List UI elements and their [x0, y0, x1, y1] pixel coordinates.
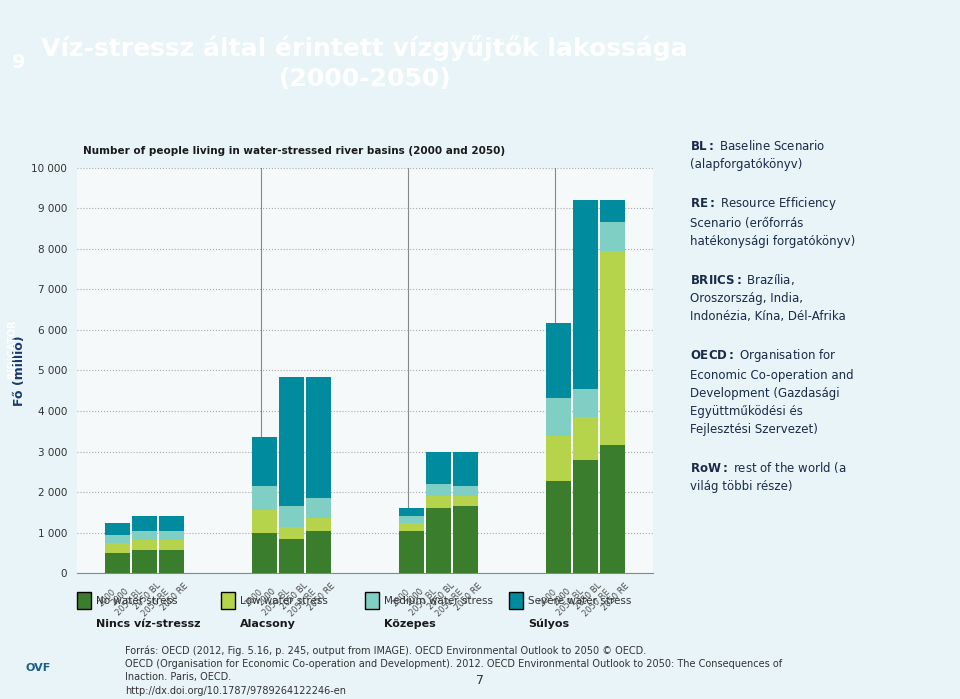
Text: 2000: 2000 — [96, 587, 117, 609]
Bar — [600, 445, 625, 573]
Bar — [426, 508, 451, 573]
Bar — [453, 496, 478, 506]
Bar — [132, 551, 156, 573]
Text: 7: 7 — [476, 674, 484, 686]
Text: 9: 9 — [12, 53, 26, 73]
Bar — [278, 377, 303, 506]
FancyBboxPatch shape — [221, 592, 235, 609]
Bar — [105, 542, 130, 553]
Text: 2000: 2000 — [390, 587, 412, 609]
Bar — [158, 540, 183, 551]
Text: 2050 RE: 2050 RE — [306, 581, 337, 612]
Bar — [546, 436, 571, 481]
Bar — [158, 517, 183, 531]
Text: 2050 BL: 2050 BL — [261, 587, 291, 618]
Y-axis label: Fő (millió): Fő (millió) — [12, 335, 26, 406]
Bar — [426, 484, 451, 496]
Bar — [399, 517, 423, 523]
Bar — [132, 540, 156, 551]
FancyBboxPatch shape — [509, 592, 523, 609]
Text: 2000: 2000 — [404, 586, 425, 607]
Bar — [546, 323, 571, 398]
Text: Nincs víz-stressz: Nincs víz-stressz — [96, 619, 201, 629]
Bar — [426, 452, 451, 484]
Bar — [306, 498, 330, 519]
Bar — [573, 460, 598, 573]
Bar — [278, 526, 303, 539]
Bar — [399, 531, 423, 573]
FancyBboxPatch shape — [365, 592, 379, 609]
Text: 2050 BL: 2050 BL — [132, 582, 162, 612]
Text: Súlyos: Súlyos — [528, 619, 569, 629]
Bar — [573, 200, 598, 389]
Bar — [546, 398, 571, 436]
Text: 2050 RE: 2050 RE — [287, 587, 318, 619]
Text: INDICATOR: INDICATOR — [7, 319, 17, 380]
Text: 2050 RE: 2050 RE — [140, 587, 171, 619]
Text: 2000: 2000 — [243, 587, 264, 609]
Bar — [600, 222, 625, 251]
Text: 2050 RE: 2050 RE — [434, 587, 466, 619]
Bar — [105, 523, 130, 535]
Bar — [105, 553, 130, 573]
Bar — [278, 539, 303, 573]
Bar — [453, 506, 478, 573]
Text: Severe water stress: Severe water stress — [528, 596, 631, 606]
Text: 2050 BL: 2050 BL — [408, 587, 439, 618]
Text: 2000: 2000 — [109, 586, 131, 607]
Text: 2050 BL: 2050 BL — [555, 587, 586, 618]
Text: Alacsony: Alacsony — [240, 619, 296, 629]
Text: $\bf{BL:}$ Baseline Scenario
(alapforgatókönyv)

$\bf{RE:}$ Resource Efficiency
: $\bf{BL:}$ Baseline Scenario (alapforgat… — [690, 139, 855, 493]
Bar — [546, 481, 571, 573]
Bar — [132, 531, 156, 540]
Bar — [158, 531, 183, 540]
Bar — [306, 519, 330, 531]
Text: 2050 RE: 2050 RE — [158, 581, 190, 612]
Text: Number of people living in water-stressed river basins (2000 and 2050): Number of people living in water-stresse… — [83, 145, 505, 156]
Bar — [600, 200, 625, 222]
Text: Medium water stress: Medium water stress — [384, 596, 492, 606]
Bar — [453, 452, 478, 486]
Text: 2000: 2000 — [551, 586, 572, 607]
Text: 2000: 2000 — [257, 586, 278, 607]
Text: No water stress: No water stress — [96, 596, 178, 606]
Text: 2000: 2000 — [538, 587, 559, 609]
Bar — [600, 251, 625, 445]
FancyBboxPatch shape — [77, 592, 91, 609]
Text: 2050 RE: 2050 RE — [453, 581, 484, 612]
Bar — [278, 506, 303, 526]
Text: Víz-stressz által érintett vízgyűjtők lakossága
(2000-2050): Víz-stressz által érintett vízgyűjtők la… — [41, 35, 688, 91]
Bar — [306, 377, 330, 498]
Bar — [306, 531, 330, 573]
Text: 2050 BL: 2050 BL — [573, 582, 604, 612]
Bar — [573, 417, 598, 460]
Bar — [252, 486, 276, 510]
Text: 2050 BL: 2050 BL — [113, 587, 144, 618]
Text: 2050 BL: 2050 BL — [279, 582, 310, 612]
Text: Forrás: OECD (2012, Fig. 5.16, p. 245, output from IMAGE). OECD Environmental Ou: Forrás: OECD (2012, Fig. 5.16, p. 245, o… — [125, 646, 782, 696]
Text: 2050 RE: 2050 RE — [600, 581, 631, 612]
Text: Low water stress: Low water stress — [240, 596, 327, 606]
Bar — [252, 533, 276, 573]
Bar — [573, 389, 598, 417]
Bar — [252, 510, 276, 533]
Text: OVF: OVF — [26, 663, 51, 672]
Text: 2050 RE: 2050 RE — [582, 587, 612, 619]
Bar — [453, 486, 478, 496]
Bar — [158, 551, 183, 573]
Bar — [399, 508, 423, 517]
Bar — [132, 517, 156, 531]
Text: Közepes: Közepes — [384, 619, 436, 629]
Bar — [105, 535, 130, 542]
Bar — [426, 496, 451, 508]
Bar — [252, 438, 276, 486]
Text: 2050 BL: 2050 BL — [426, 582, 457, 612]
Bar — [399, 523, 423, 531]
